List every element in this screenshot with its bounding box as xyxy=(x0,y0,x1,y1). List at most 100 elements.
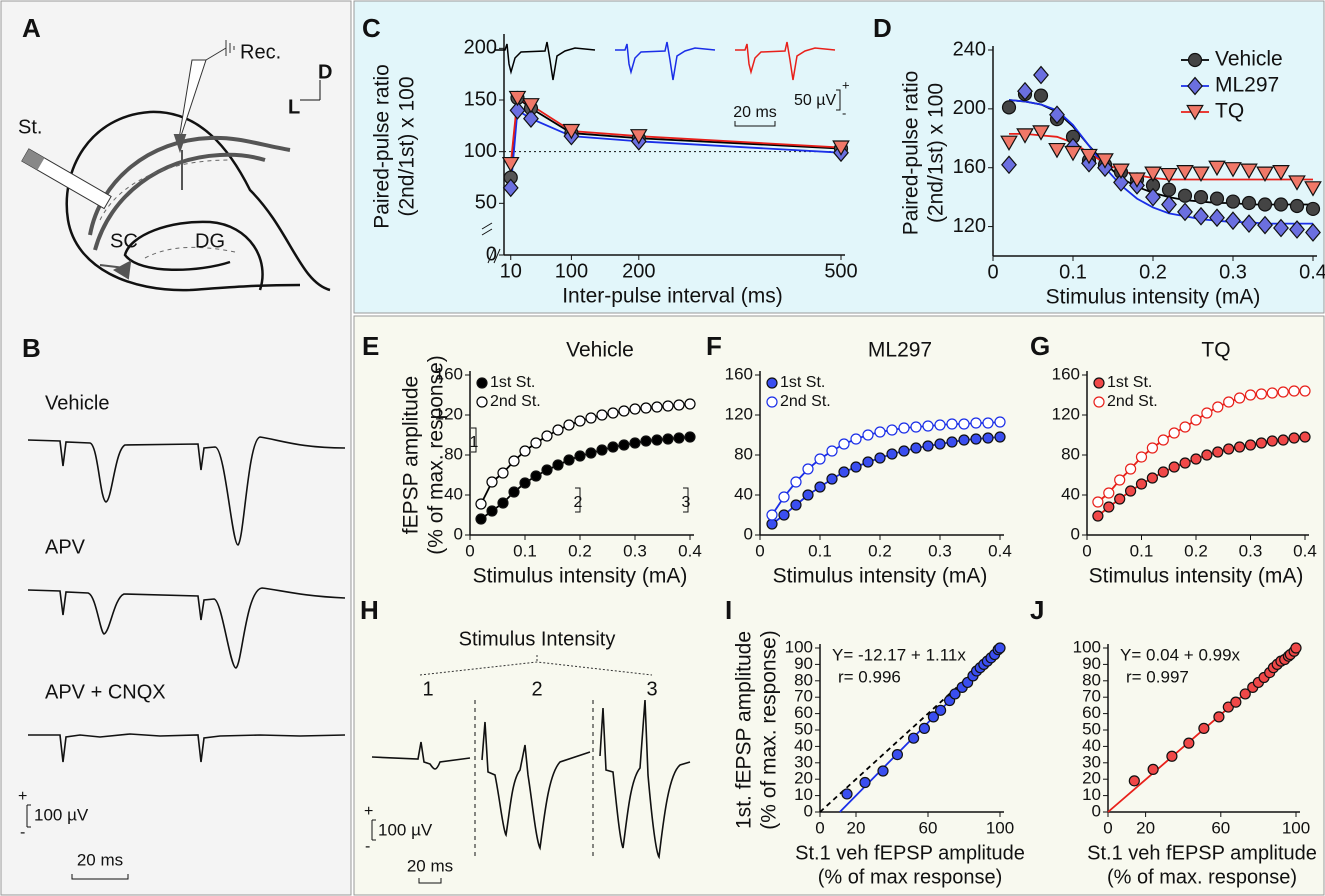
y-tick-label: 50 xyxy=(475,192,497,214)
scale-label: 20 ms xyxy=(733,104,777,121)
y-tick-label: 90 xyxy=(794,654,813,673)
point xyxy=(1225,211,1241,231)
point xyxy=(1208,160,1226,177)
y-tick-label: 0 xyxy=(1092,801,1101,820)
point xyxy=(958,434,970,446)
x-tick-label: 0.3 xyxy=(928,541,952,560)
point xyxy=(585,447,597,459)
x-tick-label: 0 xyxy=(465,541,474,560)
point xyxy=(1299,431,1311,443)
point xyxy=(826,473,838,485)
y-tick-label: 160 xyxy=(953,156,986,178)
dg-layer xyxy=(144,246,236,259)
panel-label: E xyxy=(362,331,379,361)
legend-marker xyxy=(1187,52,1203,68)
trace-label: Vehicle xyxy=(45,392,110,414)
point xyxy=(891,748,904,761)
point xyxy=(1092,510,1104,522)
point xyxy=(958,418,970,430)
point xyxy=(1128,775,1140,787)
point xyxy=(541,430,553,442)
point xyxy=(934,438,946,450)
point xyxy=(552,424,564,436)
point xyxy=(1177,188,1193,203)
x-tick-label: 20 xyxy=(1136,818,1155,837)
x-tick-label: 0.1 xyxy=(513,541,537,560)
point xyxy=(1161,182,1177,197)
x-axis-label: St.1 veh fEPSP amplitude xyxy=(1087,842,1317,864)
x-tick-label: 500 xyxy=(824,260,857,282)
point xyxy=(886,424,898,436)
x-tick-label: 0.4 xyxy=(988,541,1012,560)
legend-label: 1st St. xyxy=(490,374,535,391)
point xyxy=(949,688,961,700)
point xyxy=(1192,166,1210,182)
point xyxy=(1288,432,1300,444)
point xyxy=(1304,181,1322,197)
point xyxy=(1255,437,1268,449)
point xyxy=(927,711,940,723)
x-axis-label: Inter-pulse interval (ms) xyxy=(562,285,783,308)
y-axis-label: Paired-pulse ratio xyxy=(371,64,394,229)
point xyxy=(585,412,597,424)
point xyxy=(838,466,850,478)
scale-label: 50 µV xyxy=(794,92,836,109)
legend-label: 2nd St. xyxy=(490,393,541,410)
x-tick-label: 100 xyxy=(1282,818,1310,837)
point xyxy=(1033,88,1049,103)
point xyxy=(618,405,630,417)
point xyxy=(1201,407,1213,419)
axis-break xyxy=(481,222,501,264)
point xyxy=(1157,434,1169,446)
rec-electrode xyxy=(177,59,207,146)
panel-ab-bg xyxy=(0,0,352,896)
y-tick-label: 240 xyxy=(953,38,986,60)
point xyxy=(1241,195,1257,211)
inset-trace xyxy=(615,41,716,81)
diagram-label: St. xyxy=(18,116,42,138)
panel-label: F xyxy=(706,331,722,361)
x-tick-label: 10 xyxy=(500,260,522,282)
x-tick-label: 0 xyxy=(755,541,764,560)
point xyxy=(509,100,526,120)
point xyxy=(651,434,663,446)
x-tick-label: 200 xyxy=(622,260,655,282)
point xyxy=(1146,442,1159,454)
point xyxy=(1157,466,1169,478)
sc-path xyxy=(99,159,231,221)
point xyxy=(946,418,958,430)
y-tick-label: 160 xyxy=(725,364,753,383)
point xyxy=(1001,155,1017,175)
stimulus-bracket xyxy=(471,427,477,453)
x-axis-label: (% of max. response) xyxy=(1107,866,1297,888)
point xyxy=(1209,208,1225,228)
hippocampus-diagram xyxy=(21,40,331,292)
y-tick-label: 80 xyxy=(794,670,813,689)
point xyxy=(1016,128,1034,144)
x-axis-label: (% of max response) xyxy=(818,866,1003,888)
point xyxy=(684,431,696,443)
diagram-label: SC xyxy=(110,230,138,252)
x-tick-label: 0.1 xyxy=(808,541,832,560)
point xyxy=(1001,100,1017,115)
stimulus-label: 1 xyxy=(470,434,479,451)
scale-bar xyxy=(418,878,442,884)
legend-label: ML297 xyxy=(1215,74,1279,97)
x-tick-label: 0 xyxy=(1082,541,1091,560)
panel-label: I xyxy=(725,595,732,625)
scale-sign: - xyxy=(365,838,370,855)
trace xyxy=(27,436,346,546)
legend-label: 1st St. xyxy=(1107,374,1152,391)
stim-electrode xyxy=(21,148,112,210)
point xyxy=(850,433,862,445)
point xyxy=(523,109,539,128)
scale-sign: + xyxy=(364,803,373,820)
point xyxy=(874,426,886,438)
y-tick-label: 90 xyxy=(1082,654,1101,673)
point xyxy=(497,497,509,509)
point xyxy=(1213,711,1225,723)
point xyxy=(802,489,814,501)
point xyxy=(629,437,641,449)
x-tick-label: 0.4 xyxy=(1299,261,1325,283)
point xyxy=(640,402,652,414)
